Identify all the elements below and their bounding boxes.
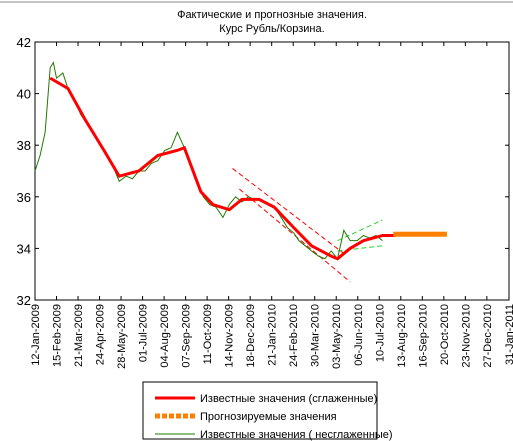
x-tick-label: 16-Sep-2010 — [417, 304, 429, 368]
x-tick-label: 28-May-2009 — [116, 304, 128, 369]
x-tick-label: 15-Feb-2009 — [52, 304, 64, 367]
x-tick-label: 20-Oct-2010 — [439, 304, 451, 365]
y-tick-label: 32 — [17, 293, 31, 308]
legend-label: Прогнозируемые значения — [200, 411, 337, 423]
x-tick-label: 30-Mar-2010 — [310, 304, 322, 367]
x-tick-label: 21-Jan-2010 — [267, 304, 279, 366]
x-tick-label: 03-May-2010 — [331, 304, 343, 369]
forecast-point — [428, 231, 434, 237]
x-tick-label: 24-Apr-2009 — [95, 304, 107, 365]
forecast-point — [437, 231, 443, 237]
x-tick-label: 07-Sep-2009 — [181, 304, 193, 368]
forecast-point — [441, 231, 447, 237]
series-line — [49, 76, 396, 261]
chart-title: Курс Рубль/Корзина. — [219, 23, 324, 35]
x-tick-label: 13-Aug-2010 — [396, 304, 408, 368]
y-tick-label: 34 — [17, 241, 31, 256]
confidence-line — [337, 219, 383, 242]
chart-title: Фактические и прогнозные значения. — [177, 9, 367, 21]
x-tick-label: 21-Mar-2009 — [73, 304, 85, 367]
x-tick-label: 24-Feb-2010 — [288, 304, 300, 367]
legend-label: Известные значения (сглаженные) — [200, 393, 377, 405]
y-tick-label: 40 — [17, 87, 31, 102]
forecast-point — [397, 231, 403, 237]
x-tick-label: 04-Aug-2009 — [159, 304, 171, 368]
x-tick-label: 31-Jan-2011 — [504, 304, 513, 365]
legend-label: Известные значения ( несглаженные) — [200, 429, 393, 441]
y-tick-label: 38 — [17, 138, 31, 153]
x-tick-label: 12-Jan-2009 — [30, 304, 42, 366]
x-tick-label: 18-Dec-2009 — [245, 304, 257, 368]
confidence-line — [239, 188, 351, 283]
y-tick-label: 42 — [17, 35, 31, 50]
forecast-point — [415, 231, 421, 237]
x-tick-label: 27-Dec-2010 — [482, 304, 494, 368]
x-tick-label: 14-Nov-2009 — [224, 304, 236, 368]
x-tick-label: 10-Jul-2010 — [374, 304, 386, 362]
forecast-point — [424, 231, 430, 237]
forecast-point — [402, 231, 408, 237]
x-tick-label: 01-Jul-2009 — [138, 304, 150, 362]
plot-area — [34, 41, 510, 301]
forecast-point — [419, 231, 425, 237]
x-tick-label: 23-Nov-2010 — [460, 304, 472, 368]
x-tick-label: 11-Oct-2009 — [202, 304, 214, 364]
legend-box — [142, 381, 378, 440]
y-tick-label: 36 — [17, 190, 31, 205]
forecast-point — [406, 231, 412, 237]
x-tick-label: 06-Jun-2010 — [353, 304, 365, 366]
forecast-point — [433, 231, 439, 237]
forecast-point — [410, 231, 416, 237]
confidence-line — [232, 168, 345, 254]
forecast-point — [393, 231, 399, 237]
